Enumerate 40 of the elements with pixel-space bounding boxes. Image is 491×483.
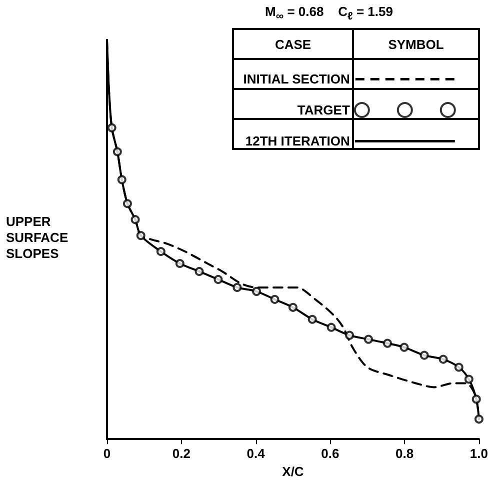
- point: [252, 286, 262, 296]
- point: [122, 199, 132, 208]
- x-tick-label: 0.4: [246, 446, 266, 462]
- point: [130, 215, 140, 224]
- point: [175, 259, 184, 268]
- point: [112, 147, 122, 156]
- point: [232, 282, 242, 292]
- x-tick-label: 0.6: [321, 446, 340, 462]
- annotation: SYMBOL: [353, 29, 479, 59]
- point: [326, 322, 336, 332]
- point: [420, 350, 429, 360]
- point: [382, 338, 392, 348]
- point: [308, 314, 317, 324]
- legend-title: CASE: [233, 29, 353, 59]
- legend-label: INITIAL SECTION: [243, 72, 350, 86]
- point: [107, 123, 116, 132]
- point: [214, 274, 223, 284]
- point: [364, 334, 373, 344]
- point: [400, 342, 409, 352]
- point: [117, 175, 126, 184]
- y-axis-title: UPPER SURFACE SLOPES: [6, 214, 68, 262]
- x-tick-label: 0.8: [396, 446, 414, 462]
- point: [156, 247, 166, 256]
- x-tick-label: 0.2: [172, 446, 190, 462]
- point: [472, 394, 481, 404]
- point: [288, 302, 298, 312]
- point: [464, 374, 474, 384]
- point: [474, 414, 484, 424]
- legend-label: 12TH ITERATION: [245, 134, 350, 148]
- point: [194, 266, 204, 276]
- chart-title: M$_{∞}$ = 0.68 C$_{ℓ}$ = 1.59: [264, 4, 394, 23]
- point: [136, 231, 146, 240]
- legend-label: TARGET: [297, 102, 350, 118]
- point: [270, 294, 280, 304]
- x-axis-title: X/C: [282, 464, 304, 479]
- point: [345, 330, 354, 340]
- point: [438, 354, 448, 364]
- x-tick-label: 0: [103, 446, 111, 462]
- x-tick-label: 1.0: [470, 446, 488, 462]
- point: [454, 362, 464, 372]
